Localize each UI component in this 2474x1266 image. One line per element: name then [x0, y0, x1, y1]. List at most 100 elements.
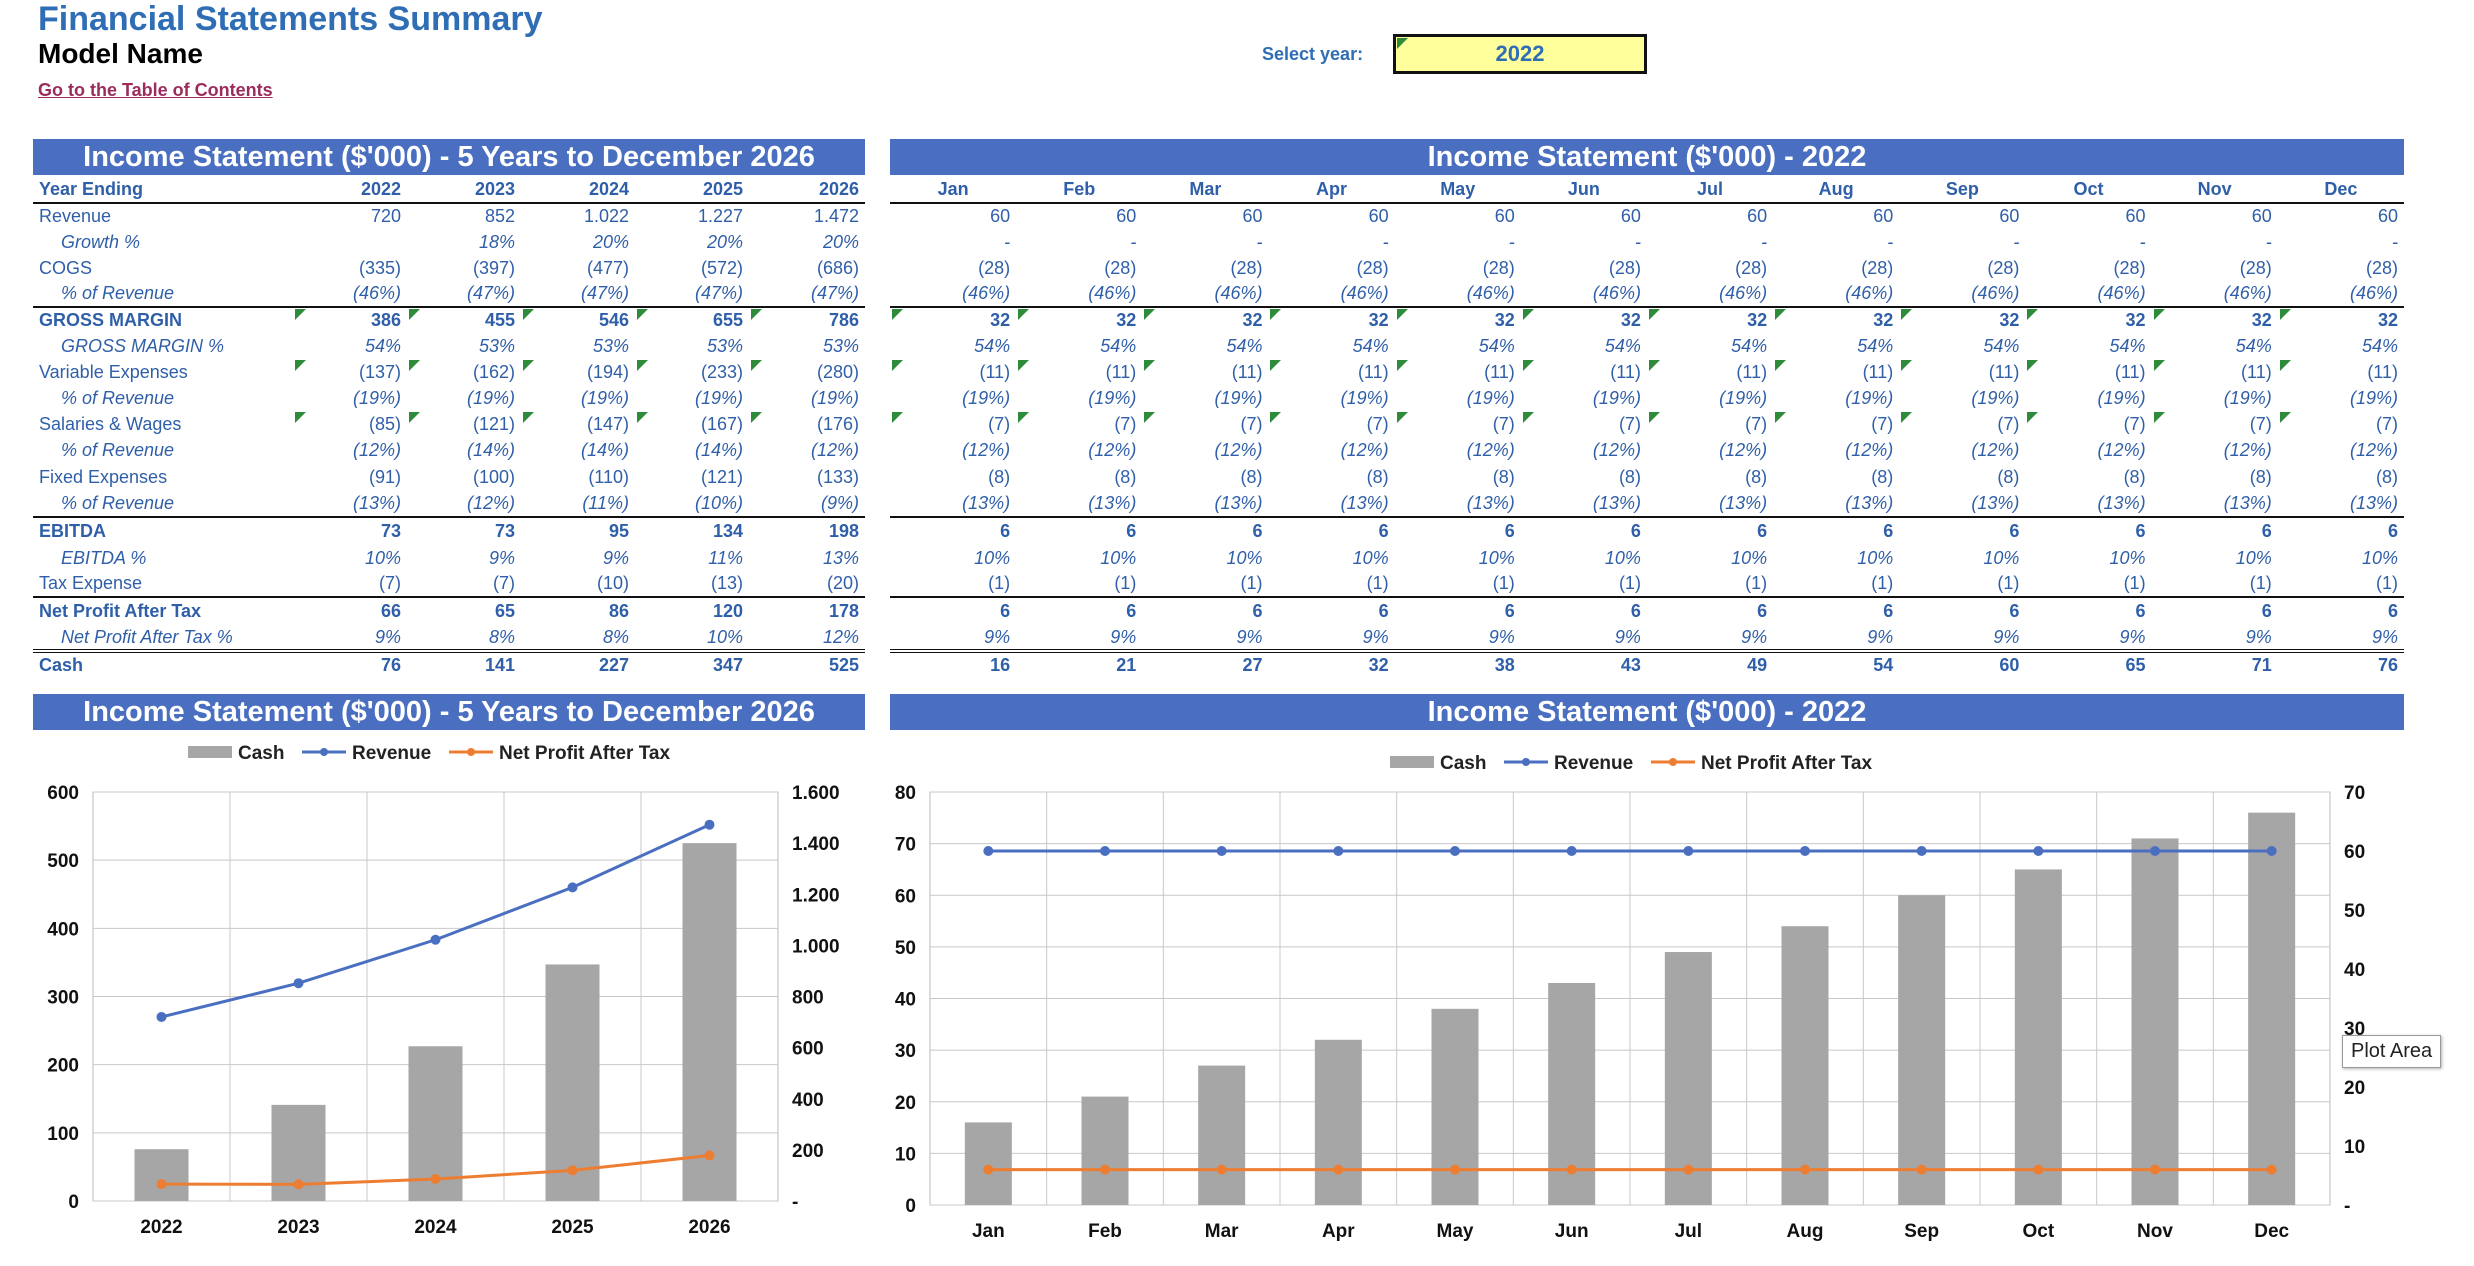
table-cell: (12%) [1088, 439, 1137, 460]
table-cell: (10) [596, 573, 629, 593]
table-cell: (11) [2152, 359, 2278, 385]
table-cell: (13%) [1340, 493, 1389, 513]
bar [1081, 1096, 1129, 1205]
annual-income-table: Year Ending 2022 2023 2024 2025 2026 Revenue 72… [33, 177, 865, 677]
table-cell: 53% [478, 335, 515, 356]
table-cell: 32 [1899, 306, 2026, 333]
table-cell: (11) [1521, 359, 1647, 385]
table-row: (12%) (12%) (12%) (12%) (12%) (12%) (12%) (12%)… [890, 437, 2404, 463]
table-cell: (280) [749, 359, 865, 385]
monthly-chart-title: Income Statement ($'000) - 2022 [890, 694, 2404, 730]
table-cell: (19%) [1340, 387, 1389, 408]
table-cell: (19%) [580, 387, 629, 408]
data-point [430, 934, 441, 945]
data-point [2033, 846, 2044, 856]
y2-tick-label: 50 [2344, 901, 2365, 922]
bar [545, 964, 600, 1201]
legend-label: Cash [1440, 753, 1486, 774]
table-cell: (20) [826, 573, 859, 593]
comment-marker-icon [523, 309, 534, 320]
table-cell: (8) [1492, 466, 1515, 487]
table-cell: (1) [1745, 573, 1768, 593]
table-cell: (28) [2113, 257, 2146, 278]
table-cell: 1.227 [697, 206, 743, 226]
table-cell: (11) [1395, 359, 1521, 385]
table-row: 60 60 60 60 60 60 60 60 60 60 60 60 [890, 203, 2404, 229]
table-cell: - [2392, 231, 2398, 252]
toc-link[interactable]: Go to the Table of Contents [38, 80, 273, 100]
table-cell: (8) [1618, 466, 1641, 487]
table-cell: 386 [293, 306, 407, 333]
table-cell: (133) [816, 466, 859, 487]
legend-label: Revenue [1554, 753, 1633, 774]
data-point [704, 1150, 715, 1161]
table-row: 16 21 27 32 38 43 49 54 60 65 71 76 [890, 651, 2404, 677]
y-tick-label: 50 [895, 938, 916, 959]
table-cell: 54% [1983, 335, 2020, 356]
comment-marker-icon [2279, 309, 2291, 320]
comment-marker-icon [295, 309, 306, 320]
table-cell: (46%) [1088, 283, 1137, 303]
table-cell: 53% [592, 335, 629, 356]
table-cell: 20% [706, 231, 743, 252]
row-label: Net Profit After Tax [33, 596, 293, 625]
table-row: Cash 76 141 227 347 525 [33, 651, 865, 677]
y2-tick-label: 600 [792, 1039, 824, 1060]
bar [2248, 812, 2296, 1205]
table-cell: (13%) [2349, 493, 2398, 513]
monthly-chart-svg: Cash Revenue Net Profit After Tax 0 10 20 30 40… [895, 753, 2365, 1242]
table-row: (11) (11) (11) (11) (11) (11) (11) (11) (11) (11)… [890, 359, 2404, 385]
table-row: Net Profit After Tax % 9% 8% 8% 10% 12% [33, 625, 865, 653]
x-tick-label: 2022 [140, 1217, 182, 1238]
column-header: Jan [890, 177, 1017, 204]
table-cell: 9% [1773, 625, 1900, 653]
table-cell: 6 [1520, 596, 1647, 625]
table-row: Fixed Expenses (91) (100) (110) (121) (133) [33, 463, 865, 491]
table-cell: 9% [2277, 625, 2404, 653]
table-row: Salaries & Wages (85) (121) (147) (167) (176) [33, 411, 865, 437]
table-cell: 32 [2277, 306, 2404, 333]
data-point [1450, 1164, 1460, 1175]
x-tick-label: Sep [1904, 1221, 1939, 1242]
data-point [704, 819, 715, 830]
table-cell: 6 [1773, 596, 1900, 625]
table-cell: 54% [1226, 335, 1263, 356]
table-row: 32 32 32 32 32 32 32 32 32 32 32 32 [890, 306, 2404, 333]
table-cell: 525 [828, 654, 859, 675]
table-cell: 60 [2251, 206, 2272, 226]
table-cell: (46%) [1214, 283, 1263, 303]
table-cell: 12% [749, 625, 865, 653]
table-cell: (28) [2239, 257, 2272, 278]
y2-tick-label: 30 [2344, 1019, 2365, 1040]
monthly-chart[interactable]: Cash Revenue Net Profit After Tax 0 10 20 30 40… [870, 732, 2410, 1262]
table-cell: 10% [1604, 547, 1641, 568]
table-cell: 6 [2277, 516, 2404, 545]
table-cell: (176) [749, 411, 865, 437]
table-cell: 95 [521, 516, 635, 545]
table-cell: (8) [1745, 466, 1768, 487]
x-tick-label: Aug [1787, 1221, 1824, 1242]
column-header: 2024 [521, 177, 635, 204]
table-cell: (19%) [810, 387, 859, 408]
column-header: Apr [1268, 177, 1395, 204]
table-cell: (11) [1773, 359, 1899, 385]
comment-marker-icon [1522, 412, 1534, 423]
table-cell: 6 [1142, 596, 1269, 625]
table-row: % of Revenue (12%) (14%) (14%) (14%) (12%) [33, 437, 865, 463]
comment-marker-icon [1270, 412, 1282, 423]
table-cell: 10% [1226, 547, 1263, 568]
table-cell: (28) [1356, 257, 1389, 278]
x-tick-label: Nov [2137, 1221, 2173, 1242]
data-point [1800, 1164, 1810, 1175]
table-row: 9% 9% 9% 9% 9% 9% 9% 9% 9% 9% 9% 9% [890, 625, 2404, 653]
table-cell: - [2013, 231, 2020, 252]
table-cell: 53% [706, 335, 743, 356]
year-select-input[interactable]: 2022 [1393, 34, 1647, 74]
comment-marker-icon [1775, 360, 1787, 371]
y2-tick-label: 400 [792, 1090, 824, 1111]
data-point [567, 1165, 578, 1176]
table-cell: 9% [1520, 625, 1647, 653]
table-cell: (7) [1395, 411, 1521, 437]
table-cell: - [2265, 231, 2272, 252]
annual-chart[interactable]: Cash Revenue Net Profit After Tax 0 100 200 30… [33, 732, 865, 1262]
